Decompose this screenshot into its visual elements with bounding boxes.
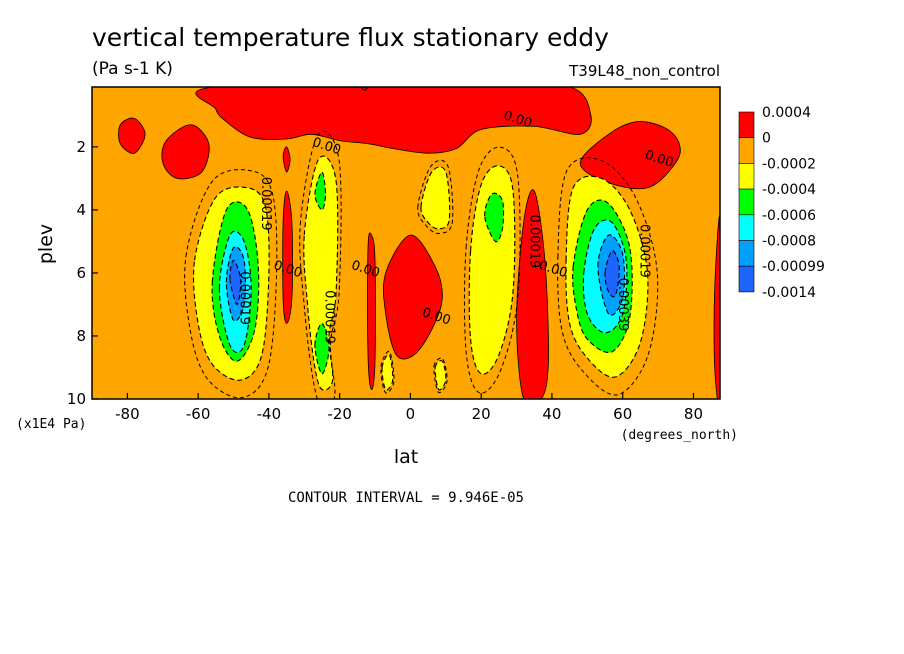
contour-line [299, 130, 342, 399]
y-tick-label: 4 [76, 201, 86, 219]
contour-label: 0.00019 [527, 215, 542, 269]
legend-swatch [738, 163, 755, 190]
contour-region [381, 354, 394, 391]
x-tick-label: -40 [257, 405, 282, 423]
legend-swatch [738, 111, 755, 139]
contour-region [420, 166, 451, 230]
contour-region [382, 234, 443, 360]
x-tick-label: 40 [542, 405, 561, 423]
contour-region [282, 146, 291, 173]
x-tick-label: -60 [186, 405, 211, 423]
contour-line [433, 357, 448, 394]
plot-frame [91, 86, 721, 400]
legend-swatch [738, 188, 755, 216]
contour-label: 0.00 [339, 72, 371, 95]
contour-region [484, 192, 505, 243]
contour-region [604, 250, 620, 298]
legend-label: 0.0004 [762, 105, 811, 121]
contour-region [367, 232, 376, 390]
legend-label: -0.0002 [762, 156, 816, 172]
legend-swatch [738, 214, 755, 241]
x-tick-label: 60 [613, 405, 632, 423]
legend-swatch [738, 240, 755, 267]
contour-region [303, 155, 339, 391]
run-label: T39L48_non_control [568, 62, 720, 81]
chart-title: vertical temperature flux stationary edd… [92, 23, 609, 52]
x-unit-label: (degrees_north) [621, 428, 738, 443]
legend-label: 0 [762, 131, 771, 147]
contour-label: 0.00039 [615, 278, 630, 332]
contour-line [184, 169, 278, 399]
contour-label: 0.00019 [258, 177, 273, 231]
legend-label: -0.0006 [762, 208, 816, 224]
contour-region [195, 87, 592, 154]
legend-label: -0.0014 [762, 285, 816, 301]
contour-region [434, 360, 447, 391]
y-tick-label: 8 [76, 327, 86, 345]
contour-line [463, 146, 521, 394]
contour-interval: CONTOUR INTERVAL = 9.946E-05 [288, 490, 524, 506]
contour-line [417, 159, 454, 234]
y-tick-label: 2 [76, 138, 86, 156]
y-unit-label: (x1E4 Pa) [16, 417, 86, 432]
legend-swatch [738, 137, 755, 164]
contour-region [161, 124, 210, 180]
x-tick-label: 20 [472, 405, 491, 423]
contour-region [579, 121, 681, 190]
contour-region [314, 171, 327, 211]
legend-swatch [738, 265, 755, 293]
contour-region [282, 190, 293, 324]
contour-line [557, 157, 659, 396]
contour-region [118, 117, 146, 154]
x-tick-label: 80 [684, 405, 703, 423]
x-tick-label: -20 [327, 405, 352, 423]
contour-region [229, 259, 242, 306]
contour-label: 0.00019 [237, 271, 252, 325]
plot-area: 0.000.000.000.000.000190.000.000190.000.… [92, 72, 720, 399]
color-legend: 0.0004 0 -0.0002 -0.0004 -0.0006 -0.0008 -0.00… [738, 105, 825, 301]
y-axis-label: plev [35, 224, 57, 264]
contour-region [314, 322, 330, 375]
contour-region [713, 215, 720, 399]
x-axis-label: lat [394, 446, 418, 468]
contour-region [516, 189, 549, 399]
y-tick-label: 10 [67, 390, 86, 408]
contour-label: 0.00019 [322, 290, 337, 344]
contour-line [380, 350, 395, 394]
legend-label: -0.0008 [762, 234, 816, 250]
x-tick-label: -80 [115, 405, 140, 423]
legend-label: -0.00099 [762, 259, 825, 275]
chart-subtitle: (Pa s-1 K) [92, 59, 173, 79]
y-tick-label: 6 [76, 264, 86, 282]
contour-label: 0.00019 [636, 224, 651, 278]
x-tick-label: 0 [406, 405, 416, 423]
legend-label: -0.0004 [762, 182, 816, 198]
